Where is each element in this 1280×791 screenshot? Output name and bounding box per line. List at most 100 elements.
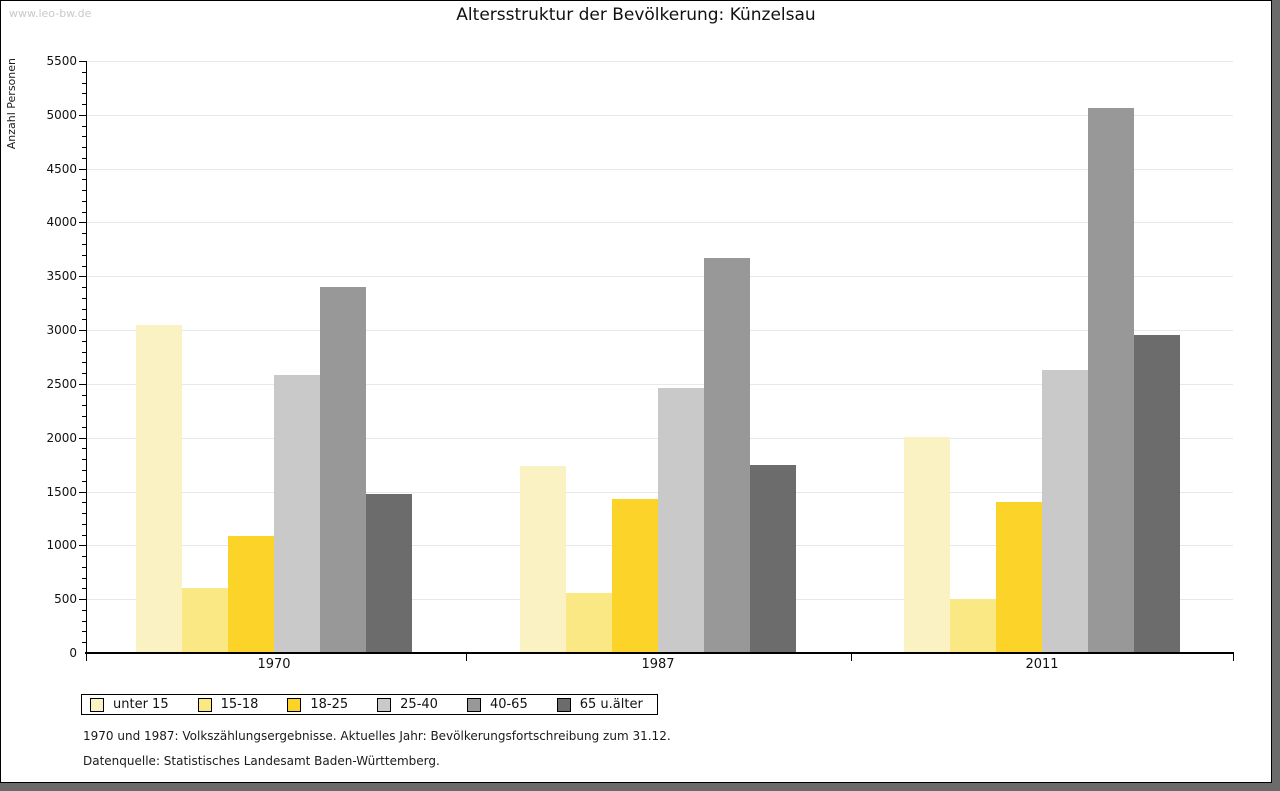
legend-item: 65 u.älter xyxy=(556,697,643,712)
y-axis-major-tick xyxy=(79,545,86,546)
footnote-sources: 1970 und 1987: Volkszählungsergebnisse. … xyxy=(83,729,671,743)
bar-2011-40-65 xyxy=(1088,108,1134,653)
y-axis-minor-tick xyxy=(82,481,86,482)
y-axis-minor-tick xyxy=(82,631,86,632)
y-axis-minor-tick xyxy=(82,266,86,267)
bar-1987-65-u.älter xyxy=(750,465,796,653)
legend-swatch-icon xyxy=(287,697,302,712)
x-category-label: 1987 xyxy=(641,657,675,672)
y-axis-minor-tick xyxy=(82,190,86,191)
bar-1970-40-65 xyxy=(320,287,366,653)
y-axis-major-tick xyxy=(79,169,86,170)
y-axis-minor-tick xyxy=(82,578,86,579)
y-axis-minor-tick xyxy=(82,373,86,374)
y-axis-tick-label: 4000 xyxy=(46,215,77,229)
y-axis-minor-tick xyxy=(82,395,86,396)
y-axis-major-tick xyxy=(79,330,86,331)
legend-label: 40-65 xyxy=(489,697,528,712)
y-axis-major-tick xyxy=(79,438,86,439)
y-axis-minor-tick xyxy=(82,201,86,202)
watermark: www.leo-bw.de xyxy=(9,7,92,20)
legend-item: 40-65 xyxy=(466,697,528,712)
y-axis-minor-tick xyxy=(82,298,86,299)
y-axis-minor-tick xyxy=(82,83,86,84)
bar-1987-unter-15 xyxy=(520,466,566,653)
y-axis-minor-tick xyxy=(82,459,86,460)
y-axis-minor-tick xyxy=(82,427,86,428)
y-axis-tick-label: 2500 xyxy=(46,377,77,391)
bar-1987-25-40 xyxy=(658,388,704,653)
legend-item: unter 15 xyxy=(90,697,169,712)
gridline xyxy=(87,222,1233,223)
legend-item: 18-25 xyxy=(287,697,348,712)
bar-1970-65-u.älter xyxy=(366,494,412,653)
y-axis-major-tick xyxy=(79,599,86,600)
legend-swatch-icon xyxy=(377,697,392,712)
bar-1970-25-40 xyxy=(274,375,320,653)
y-axis-minor-tick xyxy=(82,535,86,536)
y-axis-major-tick xyxy=(79,222,86,223)
legend-item: 25-40 xyxy=(377,697,438,712)
x-axis-line xyxy=(85,652,1234,654)
y-axis-minor-tick xyxy=(82,448,86,449)
y-axis-tick-label: 2000 xyxy=(46,431,77,445)
y-axis-minor-tick xyxy=(82,524,86,525)
y-axis-minor-tick xyxy=(82,502,86,503)
x-axis-tick xyxy=(466,654,467,661)
bar-2011-unter-15 xyxy=(904,437,950,653)
bar-2011-65-u.älter xyxy=(1134,335,1180,653)
y-axis-tick-label: 0 xyxy=(69,646,77,660)
bar-1987-40-65 xyxy=(704,258,750,653)
y-axis-minor-tick xyxy=(82,93,86,94)
bar-1970-18-25 xyxy=(228,536,274,653)
y-axis-minor-tick xyxy=(82,621,86,622)
y-axis-minor-tick xyxy=(82,513,86,514)
y-axis-tick-label: 3500 xyxy=(46,269,77,283)
y-axis-tick-label: 3000 xyxy=(46,323,77,337)
x-category-label: 1970 xyxy=(257,657,291,672)
y-axis-minor-tick xyxy=(82,287,86,288)
y-axis-minor-tick xyxy=(82,416,86,417)
y-axis-minor-tick xyxy=(82,72,86,73)
y-axis-minor-tick xyxy=(82,470,86,471)
y-axis-minor-tick xyxy=(82,341,86,342)
y-axis-tick-label: 5500 xyxy=(46,54,77,68)
gridline xyxy=(87,384,1233,385)
y-axis-minor-tick xyxy=(82,147,86,148)
y-axis-major-tick xyxy=(79,492,86,493)
gridline xyxy=(87,61,1233,62)
bar-1987-15-18 xyxy=(566,593,612,653)
y-axis-major-tick xyxy=(79,115,86,116)
legend-label: 15-18 xyxy=(220,697,259,712)
y-axis-major-tick xyxy=(79,384,86,385)
bar-1987-18-25 xyxy=(612,499,658,653)
x-axis-tick xyxy=(1233,654,1234,661)
y-axis-tick-label: 500 xyxy=(54,592,77,606)
y-axis-tick-label: 4500 xyxy=(46,162,77,176)
x-category-label: 2011 xyxy=(1025,657,1059,672)
y-axis-tick-label: 5000 xyxy=(46,108,77,122)
legend-label: unter 15 xyxy=(113,697,169,712)
footnote-datasource: Datenquelle: Statistisches Landesamt Bad… xyxy=(83,754,440,768)
bar-2011-18-25 xyxy=(996,502,1042,653)
y-axis-minor-tick xyxy=(82,136,86,137)
gridline xyxy=(87,115,1233,116)
y-axis-minor-tick xyxy=(82,179,86,180)
legend-label: 18-25 xyxy=(310,697,349,712)
y-axis-tick-label: 1500 xyxy=(46,485,77,499)
legend-item: 15-18 xyxy=(197,697,259,712)
legend-swatch-icon xyxy=(556,697,571,712)
y-axis-minor-tick xyxy=(82,567,86,568)
bar-2011-15-18 xyxy=(950,599,996,653)
legend-label: 25-40 xyxy=(400,697,438,712)
y-axis-tick-label: 1000 xyxy=(46,538,77,552)
y-axis-major-tick xyxy=(79,276,86,277)
plot-area: 1970 1987 2011 0 500 1000 1500 2000 2500 3000 3500… xyxy=(1,1,1271,782)
legend-swatch-icon xyxy=(466,697,481,712)
gridline xyxy=(87,276,1233,277)
legend-swatch-icon xyxy=(197,697,212,712)
y-axis-minor-tick xyxy=(82,309,86,310)
y-axis-minor-tick xyxy=(82,319,86,320)
bar-2011-25-40 xyxy=(1042,370,1088,653)
